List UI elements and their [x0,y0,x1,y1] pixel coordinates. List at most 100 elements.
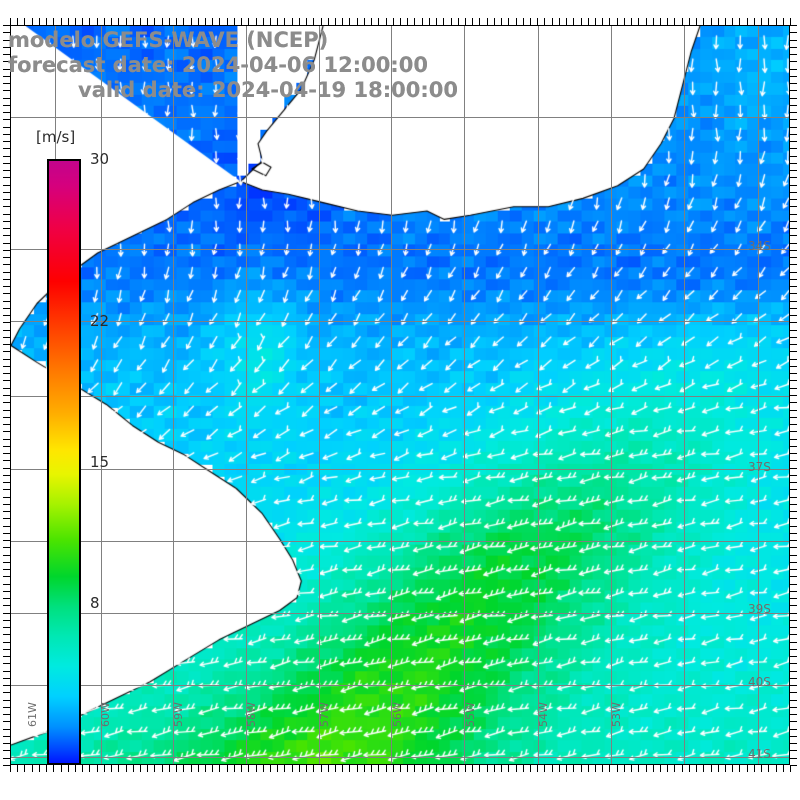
axis-tick [364,18,365,25]
axis-tick [725,765,726,772]
axis-tick [761,18,762,25]
axis-tick [162,765,163,772]
axis-tick [3,743,10,744]
latitude-label-40S: 40S [748,675,771,689]
map-plot-area[interactable] [10,25,790,765]
axis-tick [89,765,90,772]
axis-tick [739,765,740,772]
axis-tick [3,634,10,635]
axis-tick [790,678,797,679]
axis-tick [3,765,10,766]
axis-tick [61,18,62,25]
axis-tick [3,90,10,91]
axis-tick [458,18,459,25]
axis-tick [3,293,10,294]
axis-tick [790,402,797,403]
colorbar-tick-22: 22 [90,311,110,330]
axis-tick [790,656,797,657]
axis-tick [3,475,10,476]
axis-tick [349,18,350,25]
colorbar-gradient-box[interactable] [47,159,81,765]
axis-tick [790,446,797,447]
axis-tick [3,134,10,135]
axis-tick [3,533,10,534]
axis-tick [393,765,394,772]
axis-tick [241,765,242,772]
axis-tick [422,765,423,772]
axis-tick [364,765,365,772]
axis-tick [544,18,545,25]
axis-tick [537,765,538,772]
axis-tick [17,18,18,25]
axis-tick [3,692,10,693]
axis-tick [75,18,76,25]
axis-tick [3,511,10,512]
axis-tick [248,18,249,25]
axis-tick [711,18,712,25]
axis-tick [790,395,797,396]
gridline-horizontal [11,613,789,614]
axis-tick [631,765,632,772]
axis-tick [3,439,10,440]
axis-tick [790,148,797,149]
colorbar-tick-8: 8 [90,594,100,613]
axis-tick [335,18,336,25]
axis-tick [776,765,777,772]
axis-tick [198,18,199,25]
axis-tick [3,736,10,737]
axis-tick [3,620,10,621]
axis-tick [768,18,769,25]
axis-tick [595,18,596,25]
axis-tick [790,591,797,592]
axis-tick [790,533,797,534]
axis-tick [256,765,257,772]
axis-tick [790,511,797,512]
axis-tick [3,257,10,258]
gridline-horizontal [11,757,789,758]
longitude-label-58W: 58W [245,702,258,727]
axis-tick [790,264,797,265]
axis-tick [790,620,797,621]
axis-tick [790,598,797,599]
axis-tick [39,18,40,25]
axis-tick [3,591,10,592]
axis-tick [3,489,10,490]
axis-tick [667,18,668,25]
axis-tick [349,765,350,772]
axis-tick [501,18,502,25]
axis-tick [3,540,10,541]
axis-tick [24,765,25,772]
longitude-label-61W: 61W [26,702,39,727]
axis-tick [682,18,683,25]
axis-tick [667,765,668,772]
axis-tick [3,547,10,548]
gridline-vertical [611,26,612,764]
axis-tick [24,18,25,25]
gridline-horizontal [11,117,789,118]
axis-tick [472,765,473,772]
axis-tick [3,627,10,628]
gridline-horizontal [11,541,789,542]
axis-tick [292,765,293,772]
axis-tick [790,301,797,302]
axis-tick [790,243,797,244]
axis-tick [3,351,10,352]
axis-tick [147,765,148,772]
axis-tick [443,18,444,25]
axis-tick [3,61,10,62]
axis-tick [581,765,582,772]
axis-tick [602,18,603,25]
axis-tick [544,765,545,772]
axis-tick [3,308,10,309]
axis-tick [479,765,480,772]
axis-ticks-bottom [10,765,791,772]
axis-tick [696,18,697,25]
axis-tick [516,18,517,25]
axis-tick [3,373,10,374]
axis-tick [790,613,797,614]
axis-tick [3,69,10,70]
axis-tick [790,671,797,672]
axis-tick [219,18,220,25]
axis-tick [451,765,452,772]
axis-tick [790,649,797,650]
